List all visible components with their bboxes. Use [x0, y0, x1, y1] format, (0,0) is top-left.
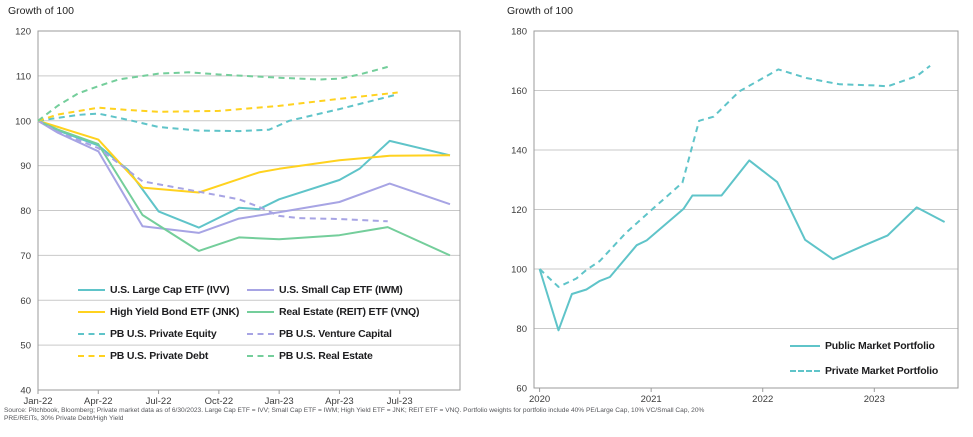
- svg-text:140: 140: [511, 146, 527, 157]
- left-chart-legend: U.S. Large Cap ETF (IVV) U.S. Small Cap …: [78, 279, 419, 367]
- source-note-line2: PRE/REITs, 30% Private Debt/High Yield: [4, 415, 124, 423]
- svg-text:Jul-22: Jul-22: [146, 396, 172, 407]
- legend-item-pe: PB U.S. Private Equity: [78, 323, 247, 345]
- legend-item-vc: PB U.S. Venture Capital: [247, 323, 419, 345]
- legend-swatch-pe: [78, 333, 105, 335]
- svg-text:Apr-23: Apr-23: [325, 396, 354, 407]
- legend-item-private: Private Market Portfolio: [790, 358, 938, 383]
- svg-text:120: 120: [511, 205, 527, 216]
- svg-text:70: 70: [20, 251, 31, 262]
- svg-text:60: 60: [20, 296, 31, 307]
- source-note: Source: Pitchbook, Bloomberg; Private ma…: [4, 407, 969, 423]
- svg-text:110: 110: [16, 71, 31, 82]
- svg-text:50: 50: [20, 341, 31, 352]
- svg-text:160: 160: [511, 86, 527, 97]
- svg-text:Oct-22: Oct-22: [205, 396, 234, 407]
- svg-text:100: 100: [15, 116, 31, 127]
- legend-swatch-public: [790, 344, 820, 347]
- legend-label-vnq: Real Estate (REIT) ETF (VNQ): [279, 306, 420, 318]
- svg-text:100: 100: [511, 265, 527, 276]
- legend-item-ivv: U.S. Large Cap ETF (IVV): [78, 279, 247, 301]
- legend-swatch-ivv: [78, 289, 105, 291]
- svg-text:80: 80: [20, 206, 31, 217]
- source-note-line1: Source: Pitchbook, Bloomberg; Private ma…: [4, 407, 705, 414]
- legend-label-public: Public Market Portfolio: [825, 339, 935, 352]
- legend-item-jnk: High Yield Bond ETF (JNK): [78, 301, 247, 323]
- legend-swatch-vnq: [247, 311, 274, 313]
- svg-text:Apr-22: Apr-22: [84, 396, 113, 407]
- legend-item-pd: PB U.S. Private Debt: [78, 345, 247, 367]
- svg-text:Jul-23: Jul-23: [387, 396, 413, 407]
- legend-swatch-vc: [247, 333, 274, 335]
- svg-text:120: 120: [15, 27, 31, 38]
- legend-item-vnq: Real Estate (REIT) ETF (VNQ): [247, 301, 419, 323]
- svg-text:180: 180: [511, 27, 527, 38]
- svg-text:2020: 2020: [529, 394, 550, 405]
- legend-item-public: Public Market Portfolio: [790, 333, 938, 358]
- legend-label-jnk: High Yield Bond ETF (JNK): [110, 306, 240, 318]
- left-chart-title: Growth of 100: [8, 5, 74, 17]
- legend-swatch-pre: [247, 355, 274, 357]
- svg-text:80: 80: [516, 324, 527, 335]
- legend-swatch-iwm: [247, 289, 274, 291]
- svg-text:Jan-22: Jan-22: [23, 396, 52, 407]
- svg-text:2022: 2022: [752, 394, 773, 405]
- legend-label-ivv: U.S. Large Cap ETF (IVV): [110, 284, 230, 296]
- svg-text:40: 40: [20, 386, 31, 397]
- legend-item-iwm: U.S. Small Cap ETF (IWM): [247, 279, 419, 301]
- legend-item-pre: PB U.S. Real Estate: [247, 345, 419, 367]
- svg-text:90: 90: [20, 161, 31, 172]
- legend-label-vc: PB U.S. Venture Capital: [279, 328, 392, 340]
- svg-text:Jan-23: Jan-23: [265, 396, 294, 407]
- legend-swatch-jnk: [78, 311, 105, 313]
- legend-label-pd: PB U.S. Private Debt: [110, 350, 209, 362]
- legend-swatch-private: [790, 369, 820, 372]
- svg-text:2023: 2023: [864, 394, 885, 405]
- right-chart-title: Growth of 100: [507, 5, 573, 17]
- right-chart-legend: Public Market Portfolio Private Market P…: [790, 333, 938, 383]
- legend-label-pe: PB U.S. Private Equity: [110, 328, 217, 340]
- svg-text:2021: 2021: [641, 394, 662, 405]
- svg-text:60: 60: [516, 384, 527, 395]
- legend-label-pre: PB U.S. Real Estate: [279, 350, 373, 362]
- legend-swatch-pd: [78, 355, 105, 357]
- legend-label-iwm: U.S. Small Cap ETF (IWM): [279, 284, 403, 296]
- legend-label-private: Private Market Portfolio: [825, 364, 939, 377]
